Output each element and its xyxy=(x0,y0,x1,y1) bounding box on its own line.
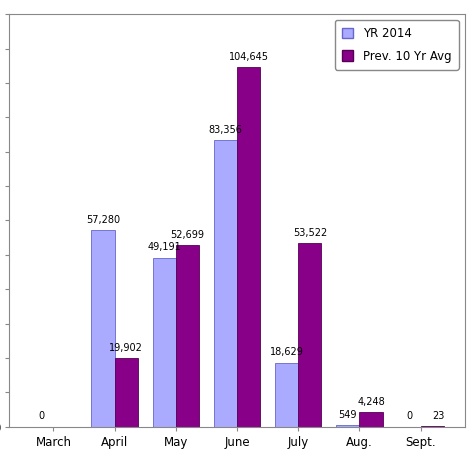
Bar xyxy=(275,363,298,427)
Text: 4,248: 4,248 xyxy=(357,397,385,407)
Bar xyxy=(237,67,260,427)
Text: 0: 0 xyxy=(406,411,412,421)
Text: 49,191: 49,191 xyxy=(147,242,181,252)
Bar xyxy=(420,426,444,427)
Legend: YR 2014, Prev. 10 Yr Avg: YR 2014, Prev. 10 Yr Avg xyxy=(335,20,459,70)
Text: 18,629: 18,629 xyxy=(270,347,303,357)
Text: 57,280: 57,280 xyxy=(86,215,120,225)
Bar xyxy=(298,243,321,427)
Bar xyxy=(176,246,199,427)
Bar xyxy=(214,140,237,427)
Text: 104,645: 104,645 xyxy=(228,52,269,62)
Bar xyxy=(153,257,176,427)
Text: 23: 23 xyxy=(432,410,445,420)
Text: 52,699: 52,699 xyxy=(171,230,204,240)
Bar xyxy=(336,425,359,427)
Bar xyxy=(115,358,138,427)
Bar xyxy=(91,230,115,427)
Text: 19,902: 19,902 xyxy=(109,343,143,353)
Bar xyxy=(359,412,383,427)
Text: 0: 0 xyxy=(39,411,45,421)
Text: 83,356: 83,356 xyxy=(209,125,242,135)
Text: 549: 549 xyxy=(338,410,357,419)
Text: 53,522: 53,522 xyxy=(293,228,327,237)
